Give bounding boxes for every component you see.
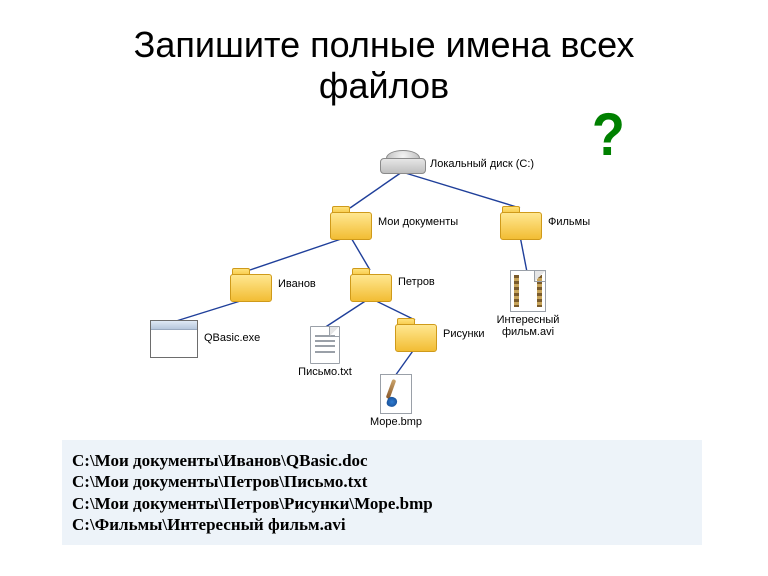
folder-icon [350, 268, 390, 300]
page-title: Запишите полные имена всех файлов [0, 24, 768, 107]
bmp-file-icon [380, 374, 412, 414]
folder-icon [330, 206, 370, 238]
answers-box: C:\Мои документы\Иванов\QBasic.docC:\Мои… [62, 440, 702, 545]
txt-file-icon [310, 326, 340, 364]
answer-line: C:\Мои документы\Иванов\QBasic.doc [72, 450, 692, 471]
answer-line: C:\Фильмы\Интересный фильм.avi [72, 514, 692, 535]
tree-node-label: Интересный фильм.avi [497, 314, 560, 338]
tree-node-qbasic: QBasic.exe [150, 320, 198, 358]
tree-node-label: Море.bmp [370, 416, 422, 428]
tree-node-letter: Письмо.txt [310, 326, 340, 364]
tree-node-root: Локальный диск (C:) [380, 150, 424, 174]
tree-node-petrov: Петров [350, 268, 390, 300]
disk-icon [380, 150, 424, 174]
tree-node-label: Иванов [278, 278, 316, 290]
folder-icon [395, 318, 435, 350]
tree-node-pics: Рисунки [395, 318, 435, 350]
tree-node-ivanov: Иванов [230, 268, 270, 300]
tree-node-movie: Интересный фильм.avi [510, 270, 546, 312]
tree-node-label: Фильмы [548, 216, 590, 228]
tree-node-label: QBasic.exe [204, 332, 260, 344]
tree-node-docs: Мои документы [330, 206, 370, 238]
answer-line: C:\Мои документы\Петров\Письмо.txt [72, 471, 692, 492]
tree-node-label: Рисунки [443, 328, 485, 340]
folder-icon [230, 268, 270, 300]
folder-icon [500, 206, 540, 238]
answer-line: C:\Мои документы\Петров\Рисунки\Море.bmp [72, 493, 692, 514]
avi-file-icon [510, 270, 546, 312]
tree-node-label: Мои документы [378, 216, 458, 228]
tree-node-label: Локальный диск (C:) [430, 158, 534, 170]
window-icon [150, 320, 198, 358]
file-tree-diagram: Локальный диск (C:) Мои документы Фильмы Ив… [150, 150, 620, 420]
tree-node-label: Петров [398, 276, 435, 288]
tree-node-label: Письмо.txt [298, 366, 352, 378]
tree-node-sea: Море.bmp [380, 374, 412, 414]
tree-node-films: Фильмы [500, 206, 540, 238]
